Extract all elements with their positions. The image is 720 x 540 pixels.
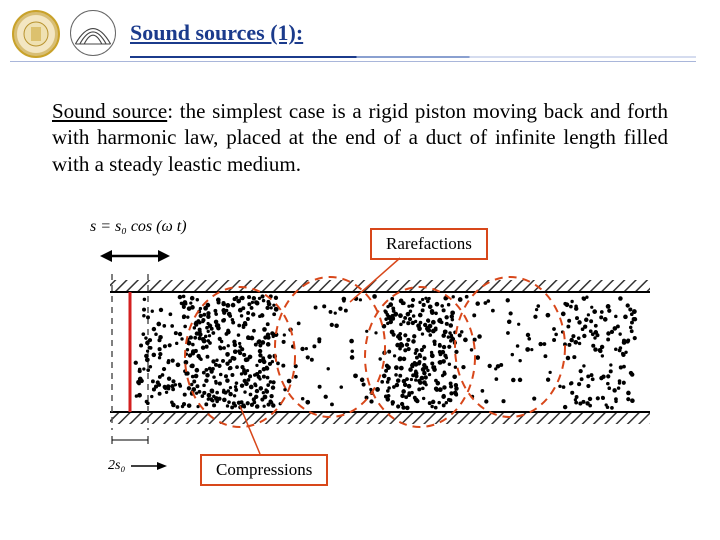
duct-svg xyxy=(70,200,650,500)
title-rule-1 xyxy=(130,56,696,58)
slide-title-bar: Sound sources (1): xyxy=(130,20,696,54)
piston-diagram: s = s₀ cos (ω t) Rarefactions Compressio… xyxy=(70,200,650,500)
seal-logo xyxy=(12,10,60,58)
body-paragraph: Sound source: the simplest case is a rig… xyxy=(52,98,668,177)
body-lead: Sound source xyxy=(52,99,167,123)
title-rule-2 xyxy=(10,61,696,62)
amplitude-label: 2s₀ xyxy=(108,458,169,474)
arc-logo xyxy=(70,10,116,56)
slide-title: Sound sources (1): xyxy=(130,20,303,45)
logo-row xyxy=(12,10,116,58)
